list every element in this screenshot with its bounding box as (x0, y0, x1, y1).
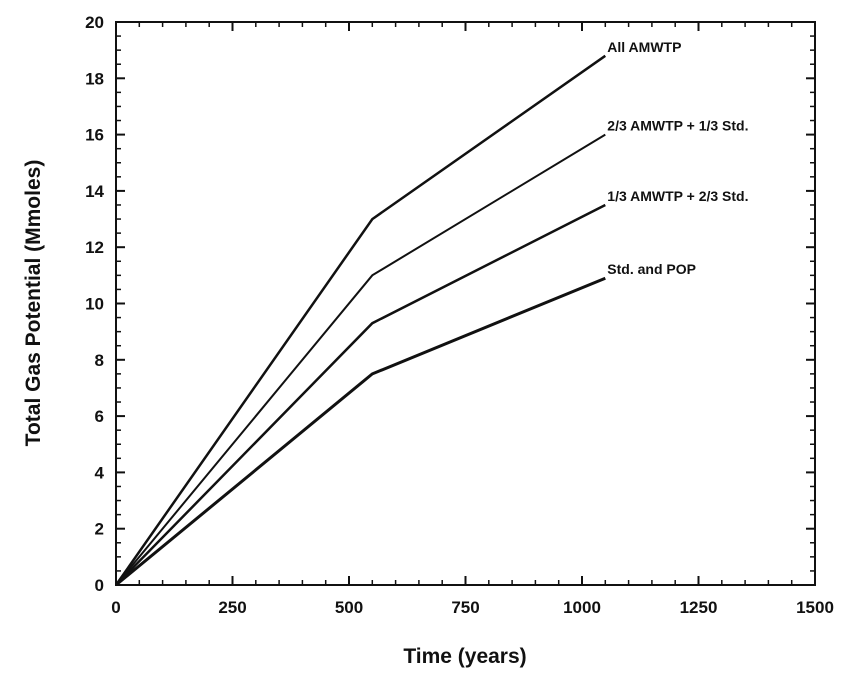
y-tick-label: 6 (95, 407, 104, 426)
y-tick-label: 8 (95, 351, 104, 370)
series-label-3: 1/3 AMWTP + 2/3 Std. (607, 188, 748, 204)
y-axis-title: Total Gas Potential (Mmoles) (22, 160, 45, 447)
series-line-3 (115, 203, 606, 586)
series-label-1: All AMWTP (607, 39, 681, 55)
y-tick-label: 10 (85, 295, 104, 314)
x-axis-title: Time (years) (403, 645, 526, 668)
series-line-2 (115, 133, 606, 586)
series-label-2: 2/3 AMWTP + 1/3 Std. (607, 118, 748, 134)
plot-area (114, 21, 816, 587)
y-tick-label: 4 (95, 463, 105, 482)
y-tick-label: 18 (85, 69, 104, 88)
y-tick-label: 12 (85, 238, 104, 257)
x-tick-label: 1250 (680, 598, 718, 617)
x-tick-label: 1000 (563, 598, 601, 617)
series-lines (114, 54, 607, 587)
x-tick-label: 250 (218, 598, 246, 617)
x-tick-label: 500 (335, 598, 363, 617)
y-tick-label: 16 (85, 126, 104, 145)
minor-tick-marks (116, 22, 815, 585)
y-axis-tick-labels: 0 2 4 6 8 10 12 14 16 18 20 (85, 13, 104, 595)
y-tick-label: 14 (85, 182, 104, 201)
y-tick-label: 20 (85, 13, 104, 32)
series-label-4: Std. and POP (607, 261, 696, 277)
series-labels: All AMWTP 2/3 AMWTP + 1/3 Std. 1/3 AMWTP +… (607, 39, 748, 277)
x-axis-tick-labels: 0 250 500 750 1000 1250 1500 (111, 598, 834, 617)
series-line-1 (114, 54, 607, 586)
y-tick-label: 2 (95, 520, 104, 539)
major-tick-marks (115, 21, 816, 586)
x-tick-label: 750 (451, 598, 479, 617)
y-tick-label: 0 (95, 576, 104, 595)
series-line-4 (115, 276, 606, 587)
x-tick-label: 1500 (796, 598, 834, 617)
x-tick-label: 0 (111, 598, 120, 617)
